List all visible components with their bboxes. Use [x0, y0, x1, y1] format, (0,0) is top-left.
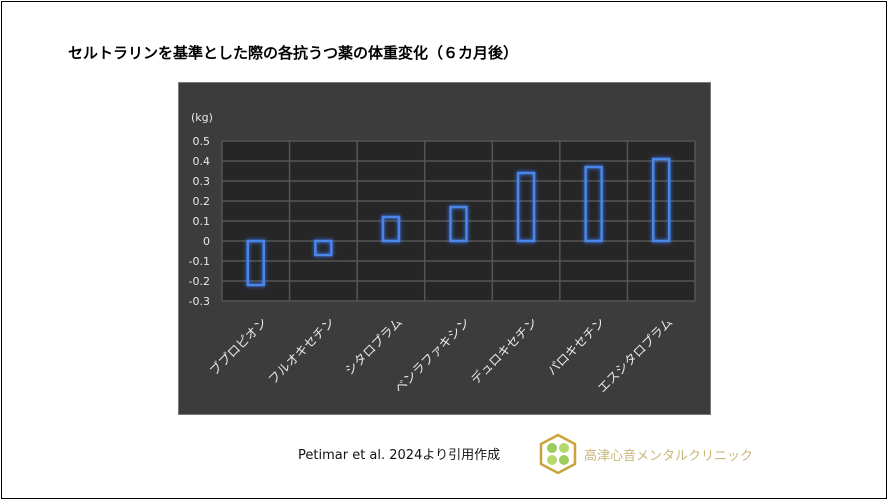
clinic-logo-icon — [539, 433, 577, 475]
y-tick-label: -0.3 — [189, 295, 210, 308]
bar — [516, 171, 536, 243]
clinic-name: 高津心音メンタルクリニック — [584, 449, 754, 464]
bar — [246, 239, 266, 287]
y-tick-label: -0.2 — [189, 275, 210, 288]
bar — [314, 239, 333, 257]
x-tick-label: デュロキセチン — [468, 315, 540, 387]
y-tick-label: 0.3 — [193, 175, 211, 188]
x-tick-label: パロキセチン — [544, 315, 608, 379]
y-tick-label: -0.1 — [189, 255, 210, 268]
bar-chart: 0.5 0.4 0.3 0.2 0.1 0 -0.1 -0.2 -0.3 (kg) ブプロピオン フル… — [178, 82, 711, 415]
x-tick-label: シタロプラム — [342, 315, 405, 378]
bar — [584, 165, 603, 243]
y-tick-label: 0 — [203, 235, 210, 248]
bar — [651, 157, 671, 243]
bar — [381, 215, 401, 243]
y-tick-label: 0.1 — [193, 215, 211, 228]
y-tick-label: 0.4 — [193, 155, 211, 168]
y-tick-label: 0.2 — [193, 195, 211, 208]
y-tick-label: 0.5 — [193, 135, 211, 148]
chart-svg: 0.5 0.4 0.3 0.2 0.1 0 -0.1 -0.2 -0.3 (kg) ブプロピオンフル… — [189, 111, 696, 396]
bar — [449, 205, 468, 243]
x-tick-label: ブプロピオン — [206, 315, 270, 379]
y-axis-unit: (kg) — [191, 111, 213, 124]
x-tick-label: フルオキセチン — [265, 315, 337, 387]
x-tick-label: ベンラファキシン — [391, 315, 472, 396]
slide-title: セルトラリンを基準とした際の各抗うつ薬の体重変化（６カ月後） — [68, 44, 519, 62]
x-tick-label: エスシタロプラム — [594, 315, 675, 396]
citation: Petimar et al. 2024より引用作成 — [298, 448, 501, 463]
